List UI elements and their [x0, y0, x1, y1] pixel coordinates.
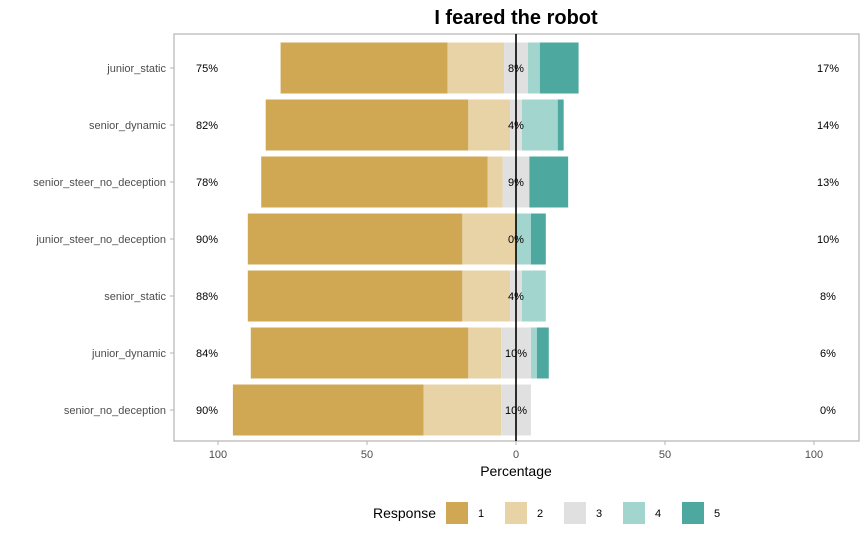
bar-segment-response-1 [250, 327, 469, 379]
legend-key-5 [682, 502, 704, 524]
bar-segment-response-5 [539, 42, 579, 94]
legend-key-2 [505, 502, 527, 524]
bar-segment-response-4 [530, 327, 537, 379]
bar-segment-response-1 [247, 270, 463, 322]
bar-segment-response-4 [521, 270, 546, 322]
right-percent-label: 0% [820, 405, 836, 417]
legend-label-1: 1 [478, 508, 484, 520]
bar-segment-response-2 [447, 42, 505, 94]
bar-segment-response-5 [536, 327, 549, 379]
bar-segment-response-1 [247, 213, 463, 265]
x-tick-label: 0 [513, 449, 519, 461]
category-label: junior_steer_no_deception [35, 234, 166, 246]
right-percent-label: 8% [820, 291, 836, 303]
x-tick-label: 100 [805, 449, 823, 461]
legend-label-4: 4 [655, 508, 661, 520]
category-label: senior_static [104, 291, 166, 303]
bar-segment-response-2 [468, 99, 511, 151]
category-label: junior_static [106, 63, 166, 75]
bar-segment-response-4 [527, 42, 540, 94]
bar-segment-response-1 [265, 99, 469, 151]
right-percent-label: 13% [817, 177, 839, 189]
category-label: junior_dynamic [91, 348, 166, 360]
legend-label-2: 2 [537, 508, 543, 520]
category-label: senior_dynamic [89, 120, 167, 132]
bar-segment-response-2 [462, 213, 516, 265]
left-percent-label: 75% [196, 63, 218, 75]
bar-segment-response-5 [530, 213, 546, 265]
right-percent-label: 10% [817, 234, 839, 246]
bar-segment-response-2 [423, 384, 502, 436]
category-label: senior_no_deception [64, 405, 166, 417]
x-tick-label: 100 [209, 449, 227, 461]
left-percent-label: 88% [196, 291, 218, 303]
x-tick-label: 50 [361, 449, 373, 461]
bar-segment-response-1 [261, 156, 488, 208]
bar-segment-response-1 [280, 42, 448, 94]
bar-segment-response-2 [487, 156, 503, 208]
x-tick-label: 50 [659, 449, 671, 461]
bar-segment-response-4 [521, 99, 558, 151]
right-percent-label: 17% [817, 63, 839, 75]
legend-key-1 [446, 502, 468, 524]
left-percent-label: 84% [196, 348, 218, 360]
legend-key-3 [564, 502, 586, 524]
plot-area: 100 50 0 50 100 junior_static 75% 8% 17% senior_d… [33, 33, 860, 461]
bar-segment-response-5 [557, 99, 564, 151]
left-percent-label: 78% [196, 177, 218, 189]
category-label: senior_steer_no_deception [33, 177, 166, 189]
right-percent-label: 14% [817, 120, 839, 132]
bar-segment-response-1 [232, 384, 424, 436]
legend-title: Response [373, 505, 436, 521]
legend-label-3: 3 [596, 508, 602, 520]
bar-segment-response-4 [516, 213, 531, 265]
legend-key-4 [623, 502, 645, 524]
chart-title: I feared the robot [434, 7, 598, 29]
bar-segment-response-5 [529, 156, 569, 208]
x-axis-title: Percentage [480, 463, 552, 479]
left-percent-label: 90% [196, 405, 218, 417]
left-percent-label: 82% [196, 120, 218, 132]
legend-label-5: 5 [714, 508, 720, 520]
right-percent-label: 6% [820, 348, 836, 360]
left-percent-label: 90% [196, 234, 218, 246]
bar-segment-response-2 [462, 270, 511, 322]
legend: 1 2 3 4 5 [446, 502, 720, 524]
bar-segment-response-2 [468, 327, 502, 379]
